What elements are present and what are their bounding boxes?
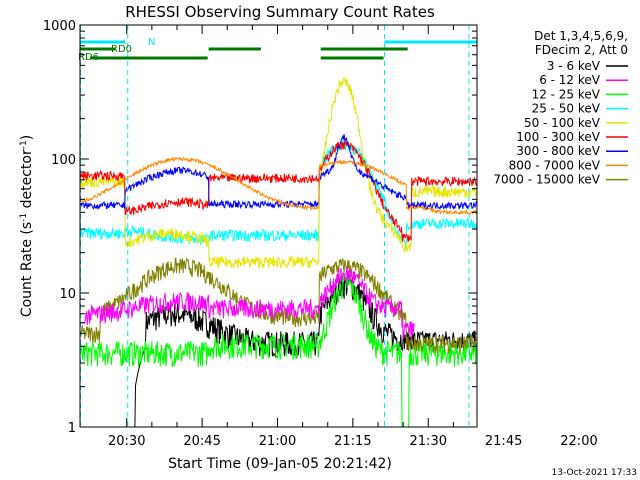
- legend-entry-label: 7000 - 15000 keV: [493, 173, 600, 187]
- legend-entry-label: 12 - 25 keV: [532, 87, 601, 101]
- legend-entry-label: 50 - 100 keV: [524, 116, 601, 130]
- y-tick-label: 100: [51, 153, 76, 168]
- x-tick-label: 22:00: [560, 434, 597, 449]
- flag-label-n: N: [148, 37, 155, 48]
- x-axis-label: Start Time (09-Jan-05 20:21:42): [168, 456, 392, 472]
- y-axis: 1 10 100 1000: [43, 19, 477, 436]
- x-tick-label: 21:30: [410, 434, 447, 449]
- legend-entry-label: 800 - 7000 keV: [509, 158, 601, 172]
- series-line-6: [79, 134, 478, 211]
- series-line-3: [79, 139, 478, 250]
- chart-title: RHESSI Observing Summary Count Rates: [125, 3, 435, 21]
- legend: Det 1,3,4,5,6,9,FDecim 2, Att 0 3 - 6 keV…: [493, 29, 628, 187]
- y-axis-label: Count Rate (s-1 detector-1): [19, 135, 35, 317]
- x-tick-label: 20:30: [108, 434, 145, 449]
- legend-entry-label: 6 - 12 keV: [539, 73, 601, 87]
- series-layer: [79, 75, 478, 428]
- y-tick-label: 1: [68, 421, 76, 436]
- flag-label-rd6: RD6: [78, 52, 99, 63]
- y-axis-label-sup-2: -1: [19, 140, 29, 149]
- legend-entry-label: 25 - 50 keV: [532, 102, 601, 116]
- flag-label-rd0: RD0: [111, 44, 132, 55]
- series-line-5: [79, 138, 478, 243]
- render-timestamp: 13-Oct-2021 17:33: [552, 468, 637, 478]
- x-tick-label: 21:00: [259, 434, 296, 449]
- y-tick-label: 10: [59, 287, 76, 302]
- overlay-layer: N RD0 RD6: [78, 25, 477, 427]
- x-axis: 20:30 20:45 21:00 21:15 21:30 21:45 22:00: [108, 25, 598, 449]
- x-tick-label: 21:45: [485, 434, 522, 449]
- legend-header-line: Det 1,3,4,5,6,9,: [534, 29, 628, 43]
- series-line-1: [80, 266, 415, 341]
- series-line-4: [79, 75, 478, 270]
- y-axis-label-sup-1: -1: [19, 213, 29, 222]
- series-line-7: [79, 156, 478, 216]
- legend-entry-label: 300 - 800 keV: [516, 144, 600, 158]
- legend-entry-label: 3 - 6 keV: [547, 59, 601, 73]
- x-tick-label: 21:15: [334, 434, 371, 449]
- y-tick-label: 1000: [43, 19, 76, 34]
- plot-frame: [79, 24, 478, 428]
- x-tick-label: 20:45: [183, 434, 220, 449]
- y-axis-label-part-1: Count Rate (s: [19, 222, 35, 317]
- y-axis-label-part-2: detector: [19, 149, 35, 213]
- series-line-2: [79, 272, 478, 428]
- y-axis-label-part-3: ): [19, 135, 35, 140]
- legend-header-line: FDecim 2, Att 0: [535, 43, 628, 57]
- legend-entry-label: 100 - 300 keV: [516, 130, 600, 144]
